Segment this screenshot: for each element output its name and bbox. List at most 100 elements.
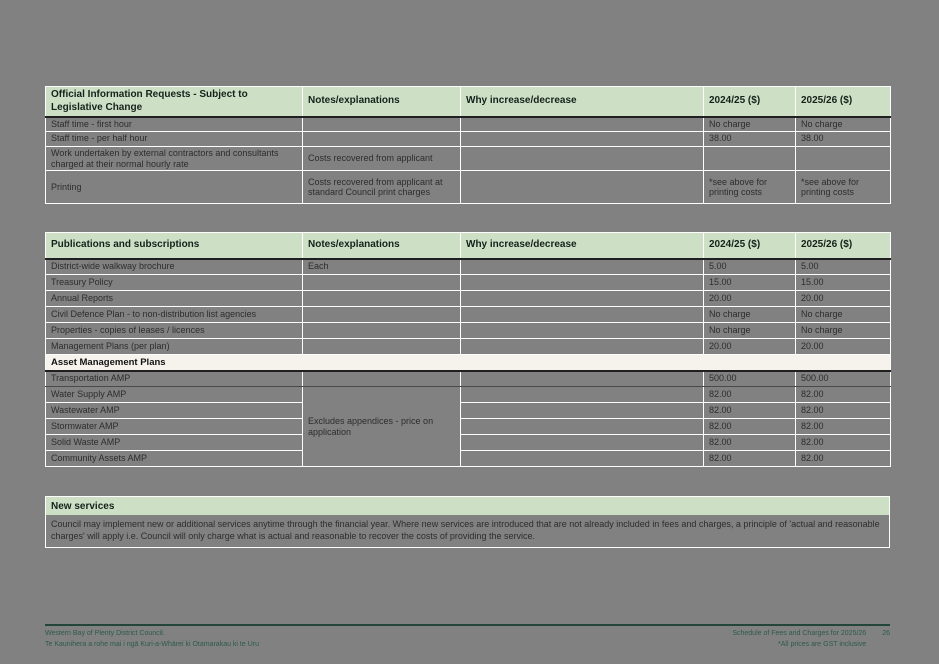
table-cell: 82.00 <box>703 450 796 467</box>
column-header-2025-26: 2025/26 ($) <box>795 86 891 118</box>
table-cell <box>302 130 461 147</box>
table-cell: 82.00 <box>703 402 796 419</box>
footer-left-line1: Western Bay of Plenty District Council. <box>45 630 165 637</box>
amp-note-cell: Excludes appendices - price on applicati… <box>302 386 461 467</box>
table-cell: Costs recovered from applicant <box>302 145 461 172</box>
table-cell: 500.00 <box>795 370 891 387</box>
table-row: Civil Defence Plan - to non-distribution… <box>45 306 891 323</box>
page-number: 26 <box>882 630 890 637</box>
table-cell <box>460 418 704 435</box>
table-cell: 15.00 <box>795 274 891 291</box>
table-cell: 20.00 <box>795 290 891 307</box>
table-cell: 38.00 <box>703 130 796 147</box>
table-cell: Stormwater AMP <box>45 418 303 435</box>
table-cell: 20.00 <box>703 338 796 355</box>
table-cell <box>703 145 796 172</box>
table-cell: Properties - copies of leases / licences <box>45 322 303 339</box>
footer-doc-title: Schedule of Fees and Charges for 2025/26 <box>732 630 867 637</box>
table-cell: 82.00 <box>703 386 796 403</box>
table-header-row: Official Information Requests - Subject … <box>45 86 891 118</box>
table-cell: 500.00 <box>703 370 796 387</box>
table-row: Properties - copies of leases / licences… <box>45 322 891 339</box>
table-cell: Solid Waste AMP <box>45 434 303 451</box>
table-row: Printing Costs recovered from applicant a… <box>45 170 891 205</box>
new-services-title: New services <box>46 497 889 515</box>
table-cell <box>460 402 704 419</box>
publications-subscriptions-table: Publications and subscriptions Notes/exp… <box>45 232 891 467</box>
table-cell <box>460 338 704 355</box>
table-cell: 20.00 <box>795 338 891 355</box>
table-cell: District-wide walkway brochure <box>45 258 303 275</box>
page-footer: Western Bay of Plenty District Council. … <box>45 624 890 650</box>
column-header-2024-25: 2024/25 ($) <box>703 86 796 118</box>
table-cell: Wastewater AMP <box>45 402 303 419</box>
table-cell <box>302 116 461 132</box>
column-header-2025-26: 2025/26 ($) <box>795 232 891 260</box>
table-cell: 5.00 <box>703 258 796 275</box>
table-cell: 82.00 <box>795 450 891 467</box>
table-cell <box>460 116 704 132</box>
footer-gst-note: *All prices are GST inclusive <box>778 640 867 648</box>
table-cell: Staff time - per half hour <box>45 130 303 147</box>
table-cell <box>460 434 704 451</box>
new-services-section: New services Council may implement new o… <box>45 496 890 549</box>
table-cell <box>302 306 461 323</box>
table-cell: Community Assets AMP <box>45 450 303 467</box>
table-row: Work undertaken by external contractors … <box>45 145 891 172</box>
asset-management-plans-subheader: Asset Management Plans <box>45 354 891 372</box>
footer-right-text: Schedule of Fees and Charges for 2025/26… <box>732 629 866 650</box>
footer-left-line2: Te Kaunihera a rohe mai i ngā Kuri-a-Whā… <box>45 640 259 648</box>
table-cell <box>460 130 704 147</box>
table-row: Asset Management Plans <box>45 354 891 372</box>
table-cell: No charge <box>703 306 796 323</box>
table-cell: 20.00 <box>703 290 796 307</box>
table-cell <box>302 290 461 307</box>
table-cell <box>460 145 704 172</box>
table-cell: Transportation AMP <box>45 370 303 387</box>
official-information-requests-table: Official Information Requests - Subject … <box>45 86 891 205</box>
table-cell: *see above for printing costs <box>795 170 891 205</box>
table-cell: No charge <box>703 116 796 132</box>
table-cell: Treasury Policy <box>45 274 303 291</box>
table-row: Community Assets AMP 82.00 82.00 <box>45 450 891 467</box>
table-cell: Printing <box>45 170 303 205</box>
column-header-2024-25: 2024/25 ($) <box>703 232 796 260</box>
table-cell: Civil Defence Plan - to non-distribution… <box>45 306 303 323</box>
table-row: Water Supply AMP Excludes appendices - pr… <box>45 386 891 467</box>
table-row: Annual Reports 20.00 20.00 <box>45 290 891 307</box>
table-row: Wastewater AMP 82.00 82.00 <box>45 402 891 419</box>
column-header-item: Official Information Requests - Subject … <box>45 86 303 118</box>
table-cell: 5.00 <box>795 258 891 275</box>
column-header-item: Publications and subscriptions <box>45 232 303 260</box>
table-cell: Management Plans (per plan) <box>45 338 303 355</box>
table-row: Staff time - first hour No charge No charg… <box>45 116 891 132</box>
table-cell <box>302 322 461 339</box>
new-services-text: Council may implement new or additional … <box>51 519 880 542</box>
table-cell <box>460 290 704 307</box>
table-cell: No charge <box>795 322 891 339</box>
table-cell: 82.00 <box>795 434 891 451</box>
table-row: Treasury Policy 15.00 15.00 <box>45 274 891 291</box>
table-cell: No charge <box>795 116 891 132</box>
table-cell: 38.00 <box>795 130 891 147</box>
table-cell: Water Supply AMP <box>45 386 303 403</box>
table-cell: 82.00 <box>795 418 891 435</box>
table-cell <box>460 322 704 339</box>
table-cell <box>460 258 704 275</box>
table-cell: 82.00 <box>795 386 891 403</box>
footer-document-info: Schedule of Fees and Charges for 2025/26… <box>732 629 890 650</box>
table-cell <box>460 386 704 403</box>
table-cell: Each <box>302 258 461 275</box>
column-header-notes: Notes/explanations <box>302 86 461 118</box>
table-cell: No charge <box>795 306 891 323</box>
table-cell: 82.00 <box>703 434 796 451</box>
table-row: Solid Waste AMP 82.00 82.00 <box>45 434 891 451</box>
table-cell <box>460 306 704 323</box>
table-cell: Annual Reports <box>45 290 303 307</box>
table-cell: 15.00 <box>703 274 796 291</box>
table-cell <box>795 145 891 172</box>
table-row: Transportation AMP 500.00 500.00 <box>45 370 891 387</box>
table-cell: No charge <box>703 322 796 339</box>
table-cell <box>460 370 704 387</box>
